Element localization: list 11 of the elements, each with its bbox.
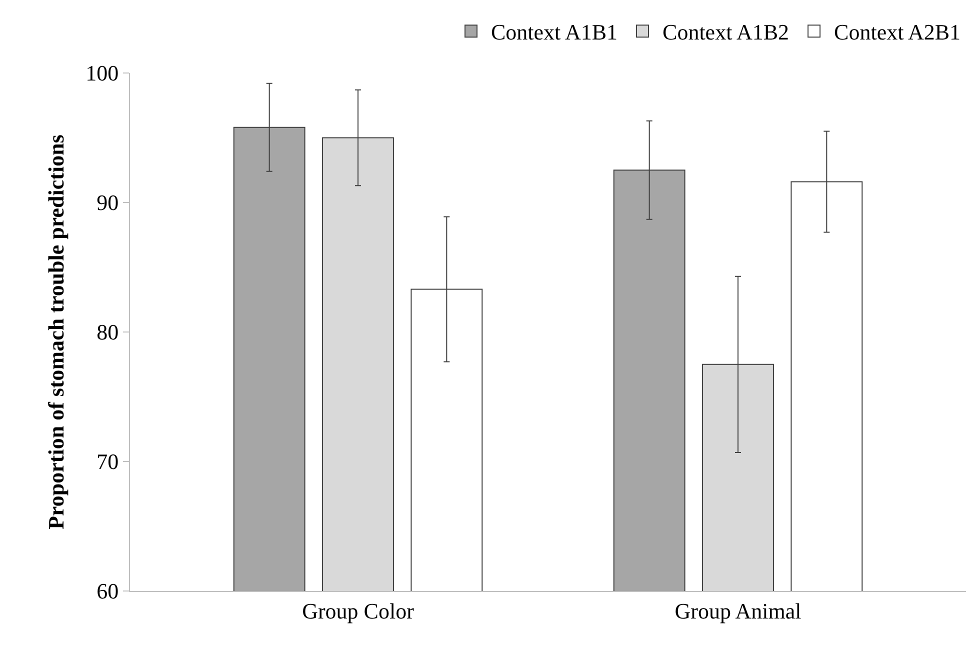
y-tick-label: 100 [86,60,119,86]
x-tick-label: Group Color [302,598,415,624]
y-tick-label: 60 [96,578,119,604]
legend-label: Context A1B2 [662,20,790,45]
y-tick-label: 70 [96,449,119,474]
y-tick-label: 90 [96,190,119,216]
legend-label: Context A2B1 [834,20,961,45]
x-tick-label: Group Animal [674,598,802,624]
y-axis-title: Proportion of stomach trouble predictions [43,134,68,530]
legend-label: Context A1B1 [491,20,618,45]
y-tick-label: 80 [96,320,119,345]
